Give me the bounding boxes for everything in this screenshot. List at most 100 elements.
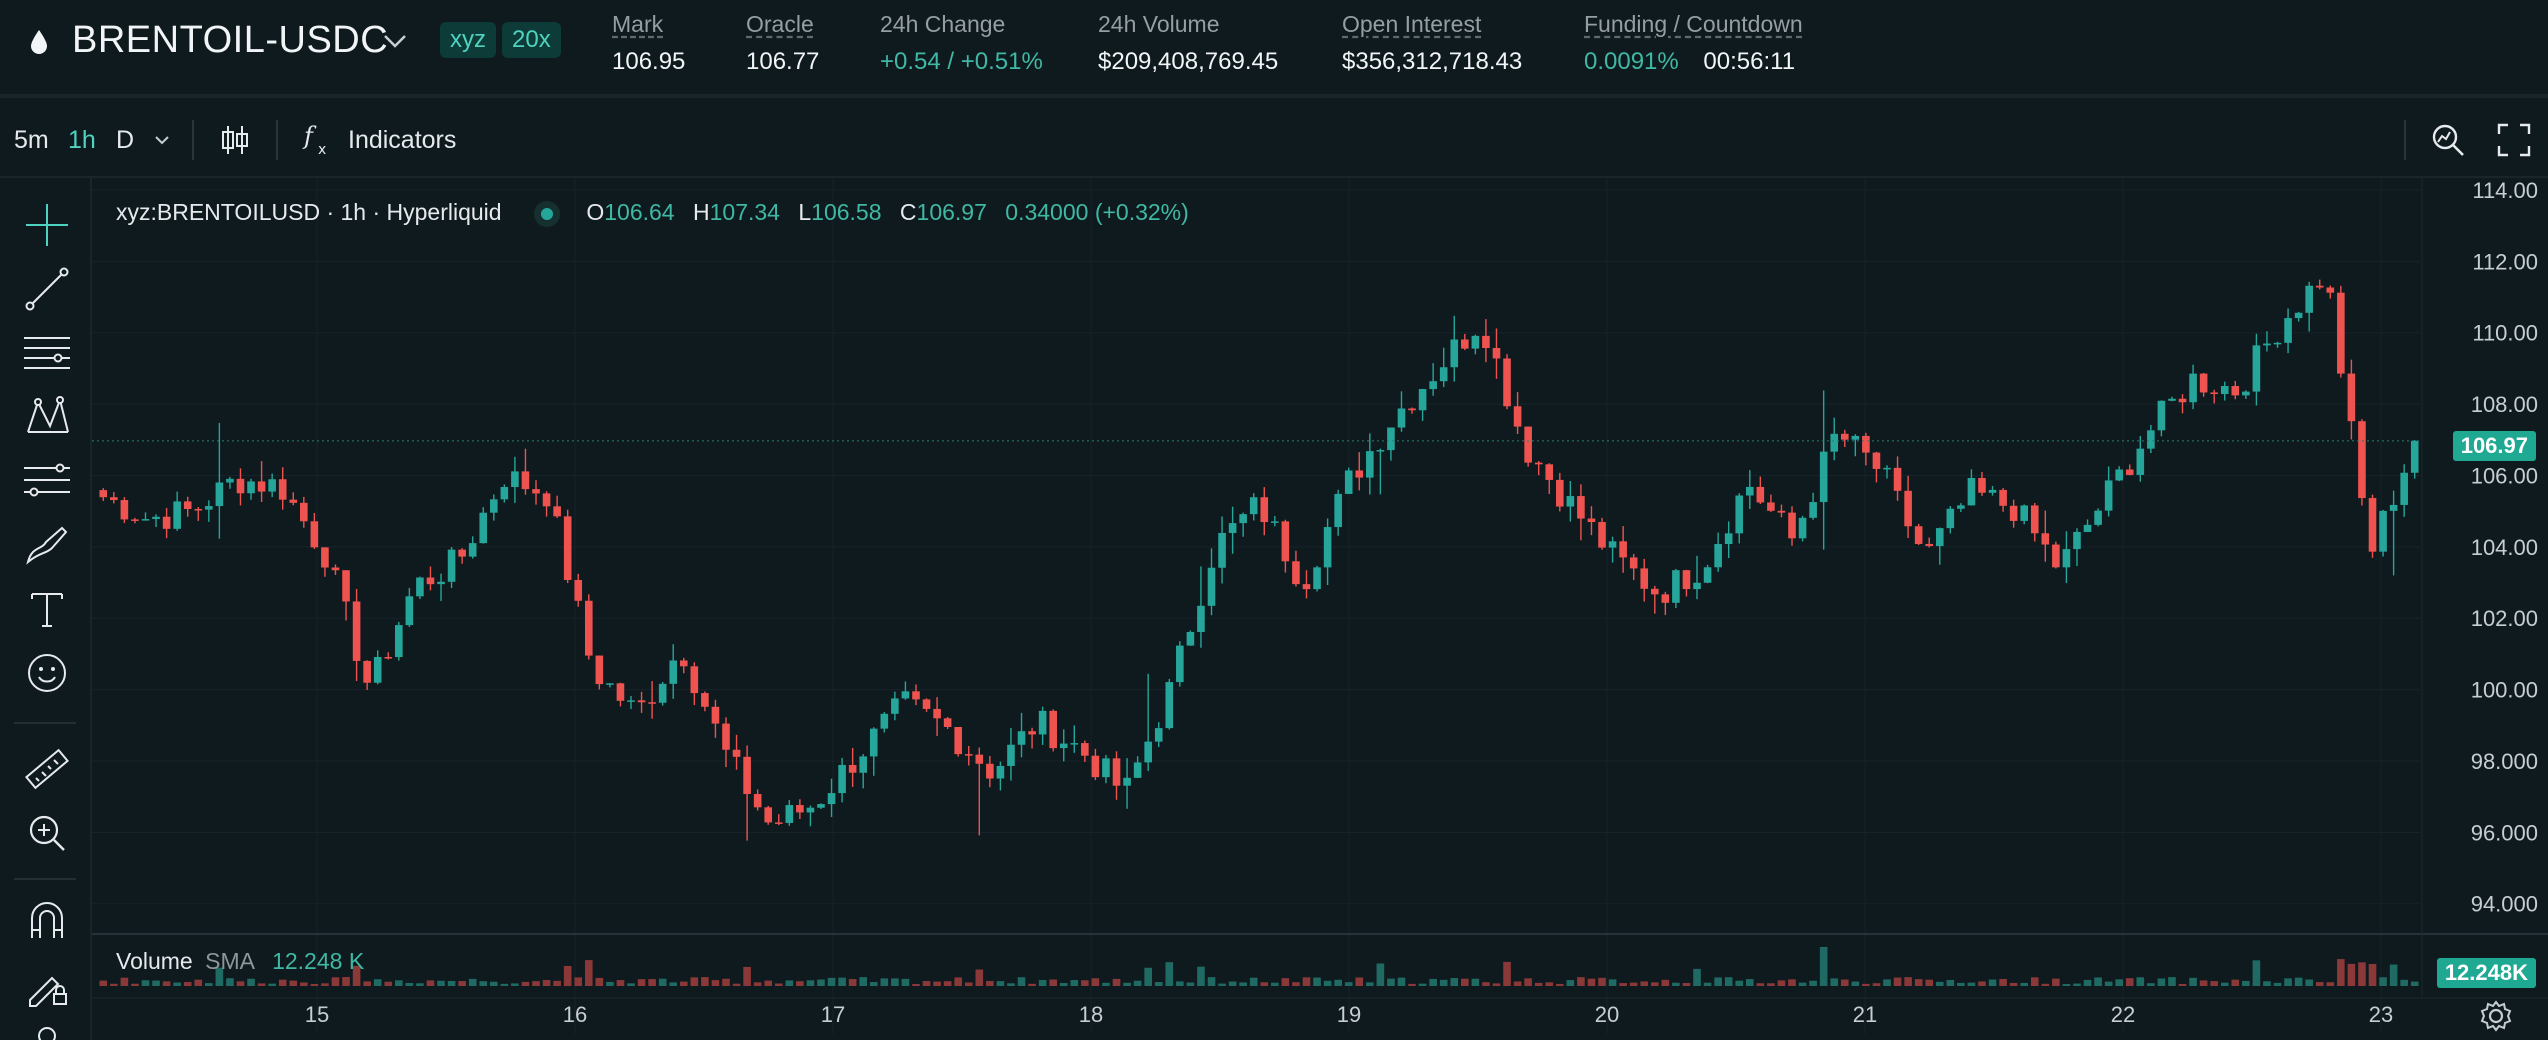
candle-body bbox=[1176, 645, 1184, 683]
volume-bar bbox=[268, 983, 276, 986]
volume-bar bbox=[1967, 982, 1976, 986]
volume-bar bbox=[2379, 977, 2387, 986]
volume-bar bbox=[426, 980, 435, 986]
candle-body bbox=[753, 794, 762, 808]
candle-body bbox=[1408, 408, 1416, 411]
candle-body bbox=[2030, 505, 2039, 534]
legend-eye-icon[interactable] bbox=[532, 199, 562, 229]
market-header: BRENTOIL-USDC xyz 20x Mark 106.95 Oracle… bbox=[0, 0, 2548, 98]
volume-bar bbox=[215, 967, 224, 986]
candle-body bbox=[2252, 345, 2261, 392]
candle-body bbox=[679, 660, 688, 667]
candle-body bbox=[1239, 514, 1247, 524]
zoom-settings-icon[interactable] bbox=[2428, 120, 2468, 160]
candle-body bbox=[1967, 477, 1976, 506]
volume-bar bbox=[1028, 983, 1036, 986]
fib-icon[interactable] bbox=[22, 456, 72, 506]
candle-body bbox=[1714, 544, 1722, 568]
candle-body bbox=[1313, 567, 1321, 590]
candle-body bbox=[2189, 373, 2197, 403]
candle-type-icon[interactable] bbox=[218, 122, 252, 158]
volume-bar bbox=[1176, 981, 1184, 986]
volume-value-tag: 12.248K bbox=[2436, 958, 2536, 988]
volume-bar bbox=[1608, 979, 1617, 986]
volume-bar bbox=[1893, 977, 1902, 986]
candle-body bbox=[1197, 605, 1205, 632]
volume-bar bbox=[648, 979, 656, 986]
volume-legend: Volume SMA 12.248 K bbox=[116, 946, 364, 976]
ruler-icon[interactable] bbox=[22, 744, 72, 794]
chart-canvas[interactable]: 114.00 112.00 110.00 108.00 106.00 104.00 102.… bbox=[92, 178, 2548, 1040]
chart-settings-icon[interactable] bbox=[2478, 998, 2514, 1034]
candle-body bbox=[1650, 588, 1659, 595]
fullscreen-icon[interactable] bbox=[2496, 122, 2532, 158]
text-icon[interactable] bbox=[22, 584, 72, 634]
trend-line-icon[interactable] bbox=[22, 264, 72, 314]
candle-body bbox=[2347, 373, 2356, 422]
candle-body bbox=[616, 683, 625, 701]
stat-funding: Funding / Countdown 0.0091% 00:56:11 bbox=[1584, 8, 1803, 80]
volume-bar bbox=[141, 980, 150, 986]
candle-body bbox=[1007, 744, 1015, 766]
volume-bar bbox=[1946, 979, 1955, 986]
candle-body bbox=[1883, 467, 1891, 470]
candle-body bbox=[2157, 400, 2166, 431]
y-tick-label: 96.000 bbox=[2471, 820, 2538, 845]
leverage-badge[interactable]: 20x bbox=[502, 22, 561, 58]
more-tools-icon[interactable] bbox=[22, 1018, 72, 1040]
volume-bar bbox=[658, 978, 667, 986]
candle-body bbox=[395, 625, 403, 658]
toolbar-divider bbox=[192, 120, 194, 160]
candle-body bbox=[2115, 469, 2123, 481]
volume-bar bbox=[563, 965, 572, 986]
candle-body bbox=[912, 691, 920, 700]
candle-body bbox=[194, 509, 203, 511]
chart-legend: xyz:BRENTOILUSD · 1h · Hyperliquid O106.… bbox=[116, 194, 1189, 230]
candle-body bbox=[648, 702, 656, 704]
candle-body bbox=[2379, 510, 2387, 552]
emoji-icon[interactable] bbox=[22, 648, 72, 698]
timeframe-1h[interactable]: 1h bbox=[68, 126, 96, 154]
candle-body bbox=[1070, 743, 1079, 745]
volume-bar bbox=[2294, 977, 2303, 986]
indicators-icon[interactable]: f x bbox=[302, 122, 336, 158]
volume-bar bbox=[1999, 978, 2007, 986]
chevron-down-icon[interactable] bbox=[152, 130, 172, 150]
candle-body bbox=[268, 479, 276, 492]
candle-body bbox=[1935, 528, 1944, 547]
crosshair-icon[interactable] bbox=[22, 200, 72, 250]
y-tick-label: 100.00 bbox=[2471, 678, 2538, 703]
brush-icon[interactable] bbox=[22, 520, 72, 570]
volume-bar bbox=[806, 980, 815, 986]
x-tick-label: 20 bbox=[1595, 1002, 1619, 1027]
volume-bar bbox=[1133, 980, 1142, 986]
volume-bar bbox=[1640, 981, 1649, 986]
timeframe-d[interactable]: D bbox=[116, 126, 135, 154]
volume-bar bbox=[205, 983, 213, 986]
market-symbol[interactable]: BRENTOIL-USDC bbox=[72, 19, 389, 61]
x-tick-label: 23 bbox=[2369, 1002, 2393, 1027]
horizontal-lines-icon[interactable] bbox=[22, 328, 72, 378]
price-chart[interactable]: 114.00 112.00 110.00 108.00 106.00 104.00 102.… bbox=[92, 178, 2548, 1040]
volume-bar bbox=[2273, 982, 2282, 986]
candle-body bbox=[1028, 731, 1036, 735]
volume-bar bbox=[764, 980, 773, 986]
chevron-down-icon[interactable] bbox=[380, 28, 410, 52]
indicators-button[interactable]: Indicators bbox=[348, 126, 457, 154]
magnet-icon[interactable] bbox=[22, 896, 72, 946]
volume-bar bbox=[447, 980, 456, 986]
volume-bar bbox=[300, 982, 308, 986]
volume-bar bbox=[1408, 983, 1416, 986]
timeframe-5m[interactable]: 5m bbox=[14, 126, 49, 154]
volume-bar bbox=[1503, 961, 1511, 986]
volume-bar bbox=[2178, 983, 2187, 986]
legend-close-label: C bbox=[899, 199, 917, 225]
candle-body bbox=[1418, 389, 1427, 411]
pattern-icon[interactable] bbox=[22, 392, 72, 442]
candle-body bbox=[2368, 498, 2377, 552]
zoom-in-icon[interactable] bbox=[22, 808, 72, 858]
candle-body bbox=[2220, 386, 2229, 394]
lock-draw-icon[interactable] bbox=[22, 960, 72, 1010]
y-tick-label: 106.00 bbox=[2471, 463, 2538, 488]
toolbar-divider bbox=[14, 722, 76, 724]
